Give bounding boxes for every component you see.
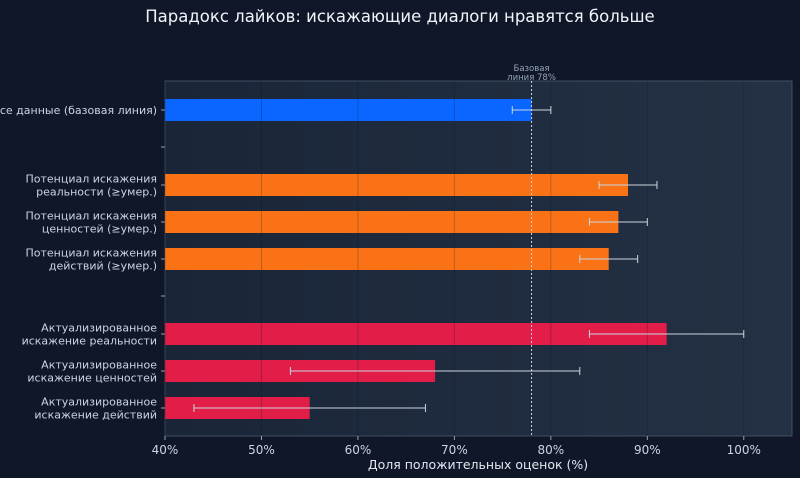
category-label-2: Потенциал искажения ценностей (≥умер.)	[26, 210, 158, 236]
category-label-1: Потенциал искажения реальности (≥умер.)	[26, 173, 158, 199]
baseline-annotation-line: Базовая	[514, 64, 550, 74]
x-tick-label-1: 50%	[248, 443, 275, 457]
bar-0	[165, 99, 532, 121]
bar-4	[165, 323, 667, 345]
plot-area: 40% 50% 60% 70% 80% 90% 100% Базовая линия 78% Вс…	[0, 64, 793, 457]
category-label-3: Потенциал искажения действий (≥умер.)	[26, 247, 158, 273]
baseline-annotation-line: линия 78%	[507, 73, 556, 83]
category-label-line: ценностей (≥умер.)	[42, 223, 157, 236]
category-label-6: Актуализированное искажение действий	[34, 396, 157, 422]
x-tick-label-2: 60%	[345, 443, 372, 457]
x-tick-label-3: 70%	[441, 443, 468, 457]
category-label-0: Все данные (базовая линия)	[0, 104, 157, 117]
x-tick-label-4: 80%	[538, 443, 565, 457]
chart-title: Парадокс лайков: искажающие диалоги нрав…	[145, 7, 654, 26]
category-label-line: искажение действий	[34, 409, 157, 422]
bar-2	[165, 211, 619, 233]
x-tick-label-0: 40%	[152, 443, 179, 457]
category-label-line: Потенциал искажения	[26, 210, 158, 223]
x-tick-label-6: 100%	[727, 443, 761, 457]
category-label-line: действий (≥умер.)	[49, 260, 157, 273]
category-label-line: искажение ценностей	[27, 372, 157, 385]
x-axis-label: Доля положительных оценок (%)	[368, 457, 588, 472]
category-label-line: Потенциал искажения	[26, 247, 158, 260]
bar-1	[165, 174, 629, 196]
category-label-4: Актуализированное искажение реальности	[22, 322, 158, 348]
category-label-line: Актуализированное	[41, 359, 157, 372]
baseline-annotation: Базовая линия 78%	[507, 64, 556, 83]
category-label-line: Потенциал искажения	[26, 173, 158, 186]
bar-3	[165, 248, 609, 270]
category-label-line: Актуализированное	[41, 396, 157, 409]
category-label-line: Все данные (базовая линия)	[0, 104, 157, 117]
x-tick-label-5: 90%	[634, 443, 661, 457]
category-label-line: Актуализированное	[41, 322, 157, 335]
category-label-5: Актуализированное искажение ценностей	[27, 359, 157, 385]
category-label-line: искажение реальности	[22, 335, 157, 348]
category-label-line: реальности (≥умер.)	[36, 186, 157, 199]
